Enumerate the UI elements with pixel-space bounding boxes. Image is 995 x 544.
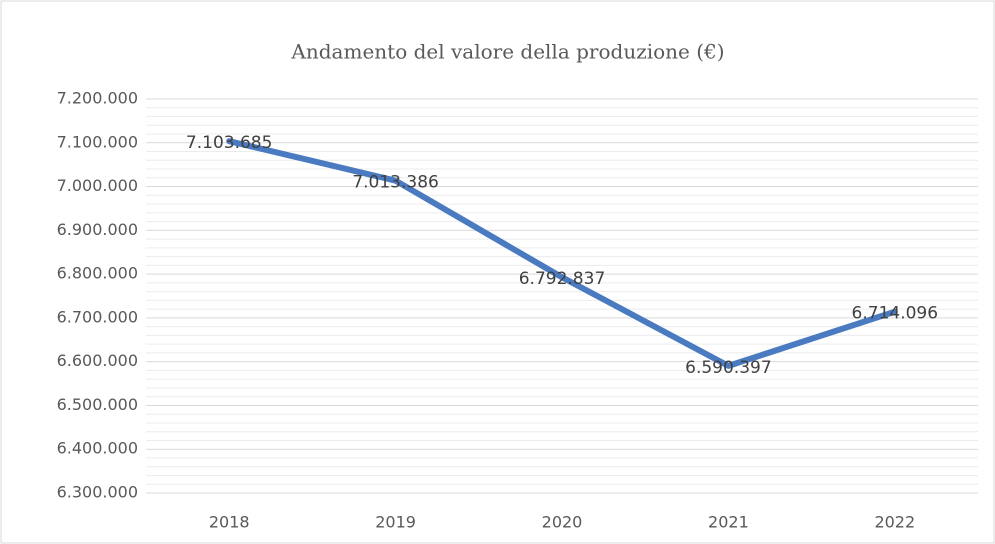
x-tick-label: 2021 — [708, 513, 749, 532]
chart-title: Andamento del valore della produzione (€… — [290, 40, 724, 64]
data-label: 7.013.386 — [352, 173, 439, 193]
x-tick-label: 2022 — [874, 513, 915, 532]
y-tick-label: 6.900.000 — [57, 220, 138, 239]
data-label: 6.590.397 — [685, 358, 772, 378]
y-tick-label: 7.000.000 — [57, 176, 138, 195]
data-line — [226, 138, 898, 369]
y-tick-label: 7.200.000 — [57, 89, 138, 108]
data-label: 7.103.685 — [186, 133, 273, 153]
x-tick-label: 2020 — [542, 513, 583, 532]
y-tick-label: 6.800.000 — [57, 264, 138, 283]
y-tick-label: 6.300.000 — [57, 483, 138, 502]
y-tick-label: 6.500.000 — [57, 395, 138, 414]
data-label: 6.792.837 — [519, 269, 606, 289]
data-label: 6.714.096 — [852, 304, 939, 324]
y-tick-label: 6.700.000 — [57, 307, 138, 326]
y-tick-label: 7.100.000 — [57, 132, 138, 151]
x-tick-label: 2019 — [375, 513, 416, 532]
y-tick-label: 6.600.000 — [57, 351, 138, 370]
x-tick-label: 2018 — [209, 513, 250, 532]
y-tick-label: 6.400.000 — [57, 439, 138, 458]
